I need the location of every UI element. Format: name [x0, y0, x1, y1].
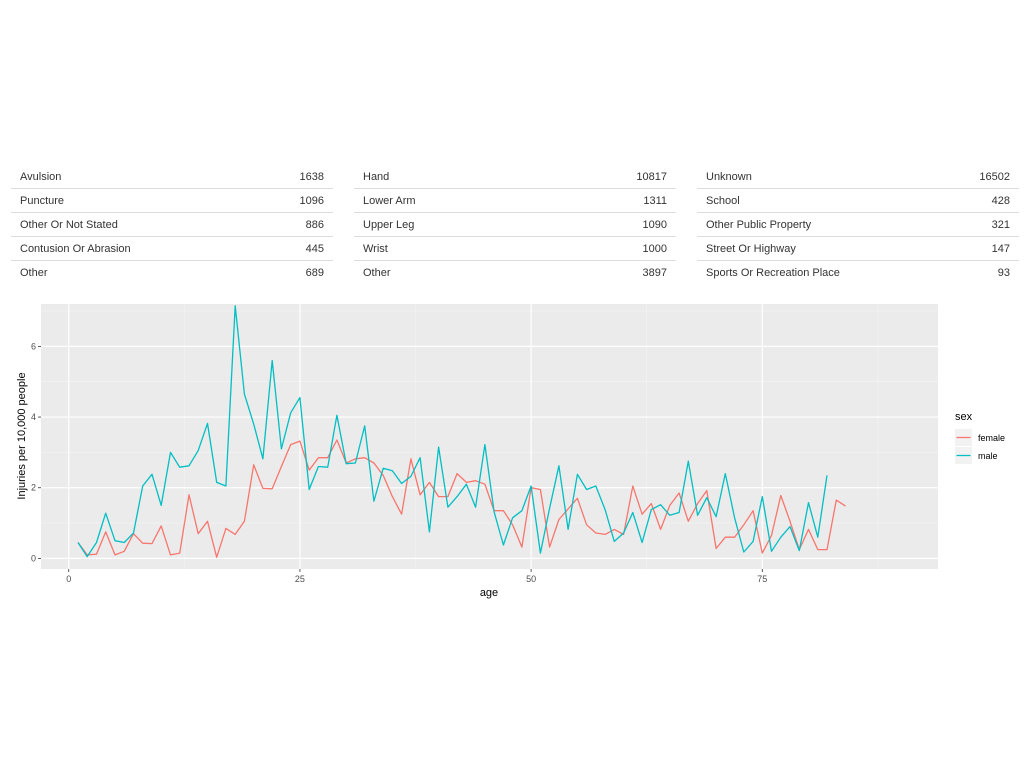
- row-value: 1090: [544, 212, 676, 237]
- row-label: Other Or Not Stated: [11, 212, 254, 237]
- table-row: Avulsion 1638: [11, 165, 333, 189]
- x-axis-label: age: [480, 587, 498, 599]
- x-tick-label: 75: [757, 574, 767, 584]
- y-tick-label: 2: [31, 483, 36, 493]
- row-value: 1096: [253, 188, 333, 213]
- table-row: Other Public Property 321: [697, 212, 1019, 237]
- row-label: Other: [354, 260, 545, 284]
- x-tick-label: 25: [295, 574, 305, 584]
- row-value: 445: [253, 236, 333, 261]
- table-row: Puncture 1096: [11, 188, 333, 213]
- location-table: Unknown 16502 School 428 Other Public Proper…: [697, 165, 1019, 284]
- y-axis-label: Injuries per 10,000 people: [16, 372, 28, 499]
- series-line-female: [77, 439, 846, 558]
- legend-title: sex: [955, 411, 973, 423]
- row-value: 16502: [979, 170, 1010, 183]
- row-value: 1638: [299, 170, 324, 183]
- x-tick-label: 50: [526, 574, 536, 584]
- row-label: Puncture: [11, 188, 254, 213]
- y-tick-label: 4: [31, 412, 36, 422]
- summary-tables: Avulsion 1638 Puncture 1096 Other Or Not Sta…: [0, 165, 1024, 285]
- injury-rate-chart: 0 25 50 75 0 2 4 6 age Injuries per 10,000 peop…: [16, 304, 1005, 599]
- row-label: Unknown: [706, 170, 752, 183]
- x-tick-label: 0: [66, 574, 71, 584]
- row-label: Avulsion: [20, 170, 62, 183]
- row-label: Sports Or Recreation Place: [697, 260, 941, 284]
- row-label: Street Or Highway: [697, 236, 941, 261]
- row-value: 1311: [544, 188, 676, 213]
- row-value: 10817: [636, 170, 667, 183]
- table-row: Unknown 16502: [697, 165, 1019, 189]
- row-label: Upper Leg: [354, 212, 545, 237]
- row-label: Contusion Or Abrasion: [11, 236, 254, 261]
- table-row: Other Or Not Stated 886: [11, 212, 333, 237]
- table-row: Lower Arm 1311: [354, 188, 676, 213]
- row-value: 93: [940, 260, 1019, 284]
- row-label: School: [697, 188, 941, 213]
- row-label: Other: [11, 260, 254, 284]
- row-label: Hand: [363, 170, 390, 183]
- series-lines: [77, 305, 846, 558]
- table-row: Wrist 1000: [354, 236, 676, 261]
- table-row: Sports Or Recreation Place 93: [697, 260, 1019, 284]
- table-row: Other 3897: [354, 260, 676, 284]
- axes: 0 25 50 75 0 2 4 6: [31, 341, 767, 584]
- row-value: 689: [253, 260, 333, 284]
- legend-label: female: [978, 433, 1005, 443]
- table-row: Contusion Or Abrasion 445: [11, 236, 333, 261]
- legend: sex female male: [955, 411, 1005, 464]
- legend-label: male: [978, 451, 998, 461]
- table-row: Other 689: [11, 260, 333, 284]
- body-part-table: Hand 10817 Lower Arm 1311 Upper Leg 1090 Wrist…: [354, 165, 676, 284]
- grid-lines: [41, 304, 938, 569]
- row-label: Lower Arm: [354, 188, 545, 213]
- diagnosis-table: Avulsion 1638 Puncture 1096 Other Or Not Sta…: [11, 165, 333, 284]
- row-value: 428: [940, 188, 1019, 213]
- row-value: 321: [940, 212, 1019, 237]
- row-value: 886: [253, 212, 333, 237]
- plot-panel: [41, 304, 938, 569]
- y-tick-label: 6: [31, 341, 36, 351]
- table-row: Hand 10817: [354, 165, 676, 189]
- table-row: Street Or Highway 147: [697, 236, 1019, 261]
- table-row: School 428: [697, 188, 1019, 213]
- row-label: Other Public Property: [697, 212, 941, 237]
- table-row: Upper Leg 1090: [354, 212, 676, 237]
- row-value: 3897: [544, 260, 676, 284]
- series-line-male: [77, 305, 828, 558]
- row-label: Wrist: [354, 236, 545, 261]
- row-value: 147: [940, 236, 1019, 261]
- row-value: 1000: [544, 236, 676, 261]
- y-tick-label: 0: [31, 553, 36, 563]
